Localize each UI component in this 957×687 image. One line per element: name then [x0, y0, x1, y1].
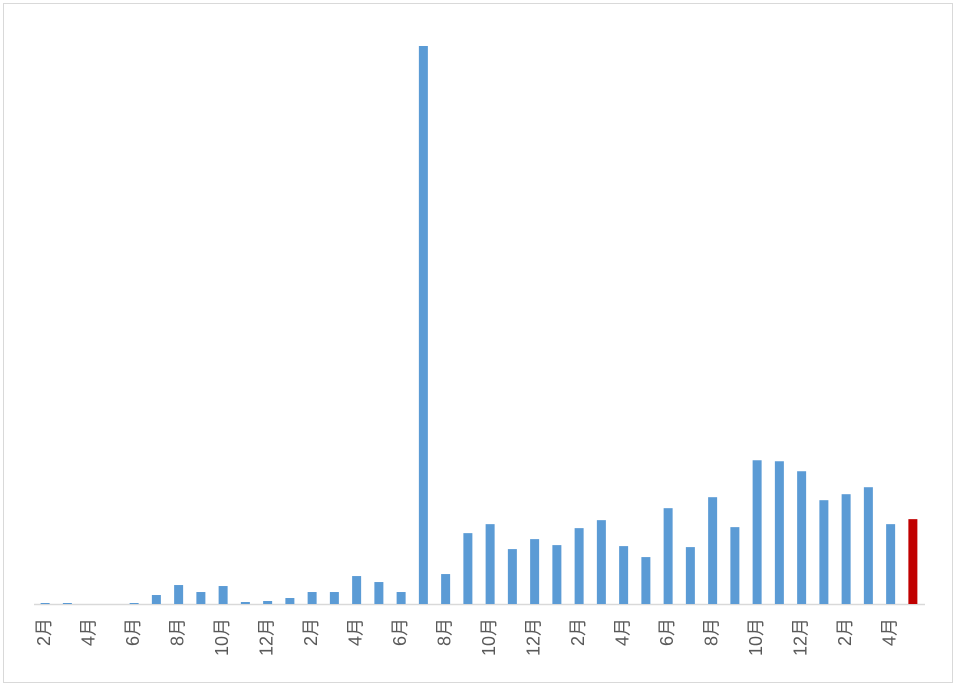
x-tick-label: 12月 — [790, 618, 810, 656]
bar — [352, 576, 362, 604]
x-tick-label: 2月 — [568, 618, 588, 646]
x-tick-label: 8月 — [701, 618, 721, 646]
bar — [40, 603, 50, 604]
chart-border — [3, 3, 953, 683]
bar — [463, 533, 473, 604]
x-tick-label: 8月 — [434, 618, 454, 646]
x-tick-label: 10月 — [746, 618, 766, 656]
bar — [307, 592, 317, 604]
bar — [730, 527, 740, 604]
x-tick-label: 2月 — [835, 618, 855, 646]
bar — [886, 524, 896, 604]
bar — [619, 546, 629, 604]
bar — [841, 494, 851, 604]
x-tick-label: 6月 — [123, 618, 143, 646]
x-tick-label: 6月 — [390, 618, 410, 646]
bar — [663, 508, 673, 604]
x-tick-label: 12月 — [523, 618, 543, 656]
x-tick-label: 10月 — [212, 618, 232, 656]
bar — [62, 603, 72, 604]
bar — [752, 460, 762, 604]
bar — [441, 574, 451, 604]
bar — [552, 545, 562, 604]
x-tick-label: 12月 — [256, 618, 276, 656]
bar — [263, 601, 273, 604]
bar — [329, 592, 339, 604]
bar — [685, 547, 695, 604]
bar — [708, 497, 718, 604]
bar — [151, 595, 161, 604]
bar — [485, 524, 495, 604]
bar — [240, 602, 250, 604]
bar — [797, 471, 807, 604]
x-tick-label: 4月 — [612, 618, 632, 646]
bar — [774, 461, 784, 604]
bar — [129, 603, 139, 604]
bar — [374, 582, 384, 604]
x-tick-label: 8月 — [167, 618, 187, 646]
bar — [285, 598, 295, 604]
bar — [863, 487, 873, 604]
x-tick-label: 4月 — [879, 618, 899, 646]
bar — [396, 592, 406, 604]
bar — [641, 557, 651, 604]
bar — [819, 500, 829, 604]
bar — [596, 520, 606, 604]
bar — [196, 592, 206, 604]
bar — [908, 519, 918, 604]
x-tick-label: 2月 — [34, 618, 54, 646]
bar — [574, 528, 584, 604]
x-tick-label: 2月 — [301, 618, 321, 646]
bar — [530, 539, 540, 604]
x-tick-label: 4月 — [78, 618, 98, 646]
bar — [507, 549, 517, 604]
x-tick-label: 4月 — [345, 618, 365, 646]
bar — [418, 45, 428, 604]
x-tick-label: 6月 — [657, 618, 677, 646]
x-tick-label: 10月 — [479, 618, 499, 656]
bar — [174, 585, 184, 604]
bar — [218, 586, 228, 604]
